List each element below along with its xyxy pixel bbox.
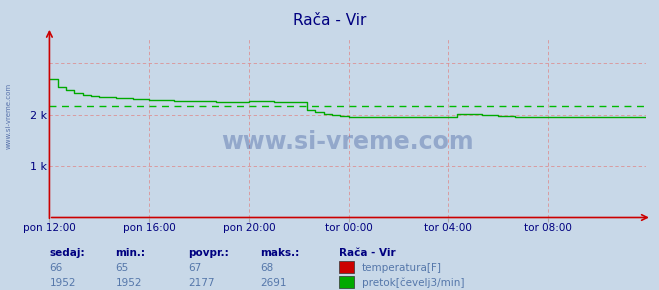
Text: www.si-vreme.com: www.si-vreme.com — [5, 83, 11, 149]
Text: 65: 65 — [115, 263, 129, 273]
Text: povpr.:: povpr.: — [188, 248, 229, 258]
Text: www.si-vreme.com: www.si-vreme.com — [221, 130, 474, 154]
Text: 66: 66 — [49, 263, 63, 273]
Text: 67: 67 — [188, 263, 201, 273]
Text: Rača - Vir: Rača - Vir — [293, 13, 366, 28]
Text: 1952: 1952 — [115, 278, 142, 288]
Text: maks.:: maks.: — [260, 248, 300, 258]
Text: 68: 68 — [260, 263, 273, 273]
Text: 2691: 2691 — [260, 278, 287, 288]
Text: 1952: 1952 — [49, 278, 76, 288]
Text: Rača - Vir: Rača - Vir — [339, 248, 396, 258]
Text: pretok[čevelj3/min]: pretok[čevelj3/min] — [362, 278, 465, 288]
Text: temperatura[F]: temperatura[F] — [362, 263, 442, 273]
Text: sedaj:: sedaj: — [49, 248, 85, 258]
Text: min.:: min.: — [115, 248, 146, 258]
Text: 2177: 2177 — [188, 278, 214, 288]
